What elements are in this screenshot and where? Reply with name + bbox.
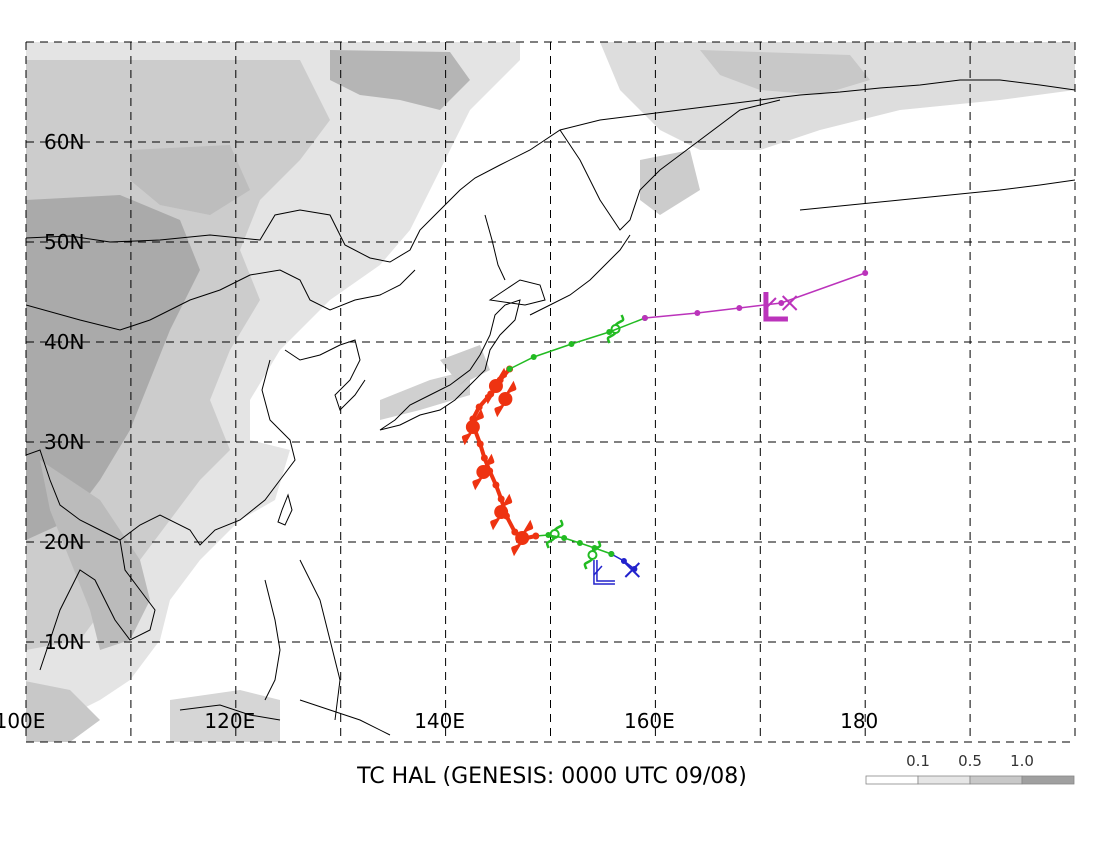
longitude-labels: 100E 120E 140E 160E 180: [0, 709, 878, 733]
typhoon-symbol-icon: [472, 453, 495, 491]
storm-symbol-icon: [606, 314, 625, 344]
legend-label: 0.5: [958, 752, 982, 770]
terrain-shading: [26, 42, 1075, 742]
track-point: [476, 440, 484, 448]
storm-symbol-icon: [545, 519, 564, 549]
track-point: [480, 454, 488, 462]
track-point: [561, 535, 568, 541]
lon-label: 140E: [414, 709, 465, 733]
lon-label: 180: [840, 709, 878, 733]
track-point: [608, 551, 615, 557]
legend-swatch: [969, 775, 1023, 785]
lat-label: 60N: [44, 130, 84, 154]
map-title: TC HAL (GENESIS: 0000 UTC 09/08): [356, 764, 747, 789]
track-point: [778, 300, 785, 306]
lat-label: 30N: [44, 430, 84, 454]
cross-icon: [781, 295, 798, 311]
track-point: [532, 532, 540, 540]
extratropical-symbol-icon: [763, 292, 788, 322]
legend-swatch: [865, 775, 919, 785]
latitude-labels: 60N 50N 40N 30N 20N 10N: [44, 130, 84, 654]
lat-label: 10N: [44, 630, 84, 654]
track-point: [641, 315, 648, 321]
track-point: [506, 366, 513, 372]
lon-label: 160E: [624, 709, 675, 733]
legend-label: 0.1: [906, 752, 930, 770]
lat-lon-grid: [25, 41, 1076, 743]
legend-swatch: [917, 775, 971, 785]
track-point: [862, 270, 869, 276]
track-point: [492, 481, 500, 489]
track-point: [511, 528, 519, 536]
typhoon-symbol-icon: [461, 408, 484, 446]
depression-symbol-icon: [593, 560, 615, 585]
track-point: [606, 329, 613, 335]
typhoon-symbol-icon: [494, 380, 517, 418]
lat-label: 50N: [44, 230, 84, 254]
track-point: [497, 495, 505, 503]
lon-label: 100E: [0, 709, 45, 733]
typhoon-symbol-icon: [511, 519, 534, 557]
track-point: [568, 341, 575, 347]
track-segment-storm: [509, 317, 646, 370]
elevation-legend: 0.1 0.5 1.0: [865, 752, 1075, 785]
track-point: [576, 540, 583, 546]
typhoon-symbol-icon: [484, 367, 507, 405]
lat-label: 40N: [44, 330, 84, 354]
track-segment-extratropical: [644, 272, 866, 319]
lat-label: 20N: [44, 530, 84, 554]
lon-label: 120E: [204, 709, 255, 733]
storm-symbol-icon: [583, 540, 602, 570]
cross-icon: [624, 562, 641, 578]
typhoon-symbol-icon: [490, 493, 513, 531]
track-point: [736, 305, 743, 311]
track-point: [620, 558, 627, 564]
track-point: [530, 354, 537, 360]
legend-label: 1.0: [1010, 752, 1034, 770]
track-point: [694, 310, 701, 316]
storm-symbols: [461, 292, 798, 585]
coastlines: [26, 79, 1075, 736]
legend-swatch: [1021, 775, 1075, 785]
track-point: [475, 403, 483, 411]
